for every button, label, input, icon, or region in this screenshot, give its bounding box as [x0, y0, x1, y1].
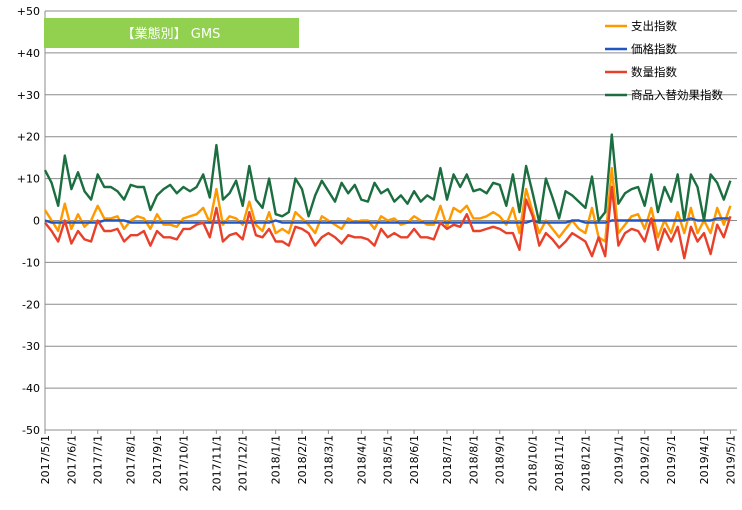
x-tick-label: 2017/6/1	[65, 435, 78, 484]
x-tick-label: 2018/11/1	[553, 435, 566, 491]
x-tick-label: 2018/7/1	[441, 435, 454, 484]
x-tick-label: 2019/2/1	[639, 435, 652, 484]
chart-title-background	[44, 18, 299, 48]
y-tick-label: -10	[22, 256, 40, 269]
x-tick-label: 2018/1/1	[270, 435, 283, 484]
y-tick-label: +50	[17, 5, 40, 18]
y-tick-label: 0	[33, 215, 40, 228]
x-tick-label: 2017/5/1	[39, 435, 52, 484]
x-tick-label: 2017/10/1	[177, 435, 190, 491]
x-tick-label: 2018/8/1	[467, 435, 480, 484]
y-tick-label: -40	[22, 382, 40, 395]
y-tick-label: -50	[22, 424, 40, 437]
x-tick-label: 2018/3/1	[322, 435, 335, 484]
series-line-2	[44, 185, 732, 260]
y-tick-label: +20	[17, 131, 40, 144]
x-axis-ticks: 2017/5/1 2017/6/1 2017/7/1 2017/8/1 2017/9/1…	[39, 430, 737, 491]
x-tick-label: 2019/1/1	[612, 435, 625, 484]
x-tick-label: 2019/5/1	[724, 435, 737, 484]
x-tick-label: 2018/4/1	[355, 435, 368, 484]
y-tick-label: +30	[17, 89, 40, 102]
x-tick-label: 2018/12/1	[579, 435, 592, 491]
x-tick-label: 2017/11/1	[210, 435, 223, 491]
x-tick-label: 2018/10/1	[527, 435, 540, 491]
x-tick-label: 2018/5/1	[382, 435, 395, 484]
x-tick-label: 2018/9/1	[494, 435, 507, 484]
y-tick-label: +10	[17, 173, 40, 186]
chart-title-box: 【業態別】 GMS	[44, 18, 299, 48]
chart-title: 【業態別】 GMS	[122, 26, 221, 42]
x-tick-label: 2017/7/1	[92, 435, 105, 484]
y-tick-label: +40	[17, 47, 40, 60]
x-tick-label: 2017/8/1	[125, 435, 138, 484]
x-tick-label: 2018/2/1	[296, 435, 309, 484]
series-line-3	[43, 133, 732, 224]
legend-label-1: 価格指数	[631, 42, 677, 56]
y-tick-label: -30	[22, 340, 40, 353]
series-line-0	[43, 166, 732, 243]
y-axis-ticks: +50 +40 +30 +20 +10 0 -10 -20 -30 -40 -50	[17, 5, 40, 437]
x-tick-label: 2019/4/1	[698, 435, 711, 484]
legend-label-0: 支出指数	[631, 19, 677, 33]
x-tick-label: 2017/9/1	[151, 435, 164, 484]
y-tick-label: -20	[22, 298, 40, 311]
legend-label-3: 商品入替効果指数	[631, 88, 723, 102]
series-lines	[43, 133, 732, 260]
x-tick-label: 2017/12/1	[237, 435, 250, 491]
x-tick-label: 2019/3/1	[665, 435, 678, 484]
legend-label-2: 数量指数	[631, 65, 677, 79]
x-tick-label: 2018/6/1	[408, 435, 421, 484]
